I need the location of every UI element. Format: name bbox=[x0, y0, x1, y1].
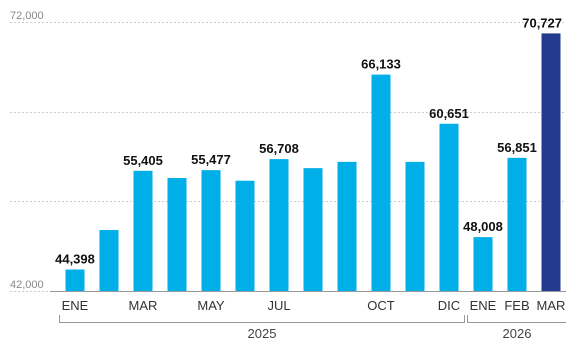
bar bbox=[269, 159, 289, 291]
x-tick-label: MAR bbox=[129, 298, 158, 313]
x-tick-label: MAR bbox=[537, 298, 566, 313]
year-bracket bbox=[59, 315, 465, 323]
bar bbox=[439, 123, 459, 292]
bar bbox=[337, 161, 357, 291]
bar bbox=[507, 157, 527, 291]
bar bbox=[65, 269, 85, 291]
x-tick-label: OCT bbox=[367, 298, 395, 313]
bars bbox=[65, 33, 561, 292]
bar bbox=[303, 168, 323, 291]
year-bracket bbox=[467, 315, 566, 323]
y-axis: 42,000 72,000 bbox=[10, 10, 44, 291]
data-label: 70,727 bbox=[522, 15, 562, 30]
x-tick-label: JUL bbox=[267, 298, 290, 313]
bar bbox=[541, 33, 561, 292]
data-label: 48,008 bbox=[463, 219, 503, 234]
bar bbox=[473, 237, 493, 291]
data-label: 60,651 bbox=[429, 106, 469, 121]
bar bbox=[167, 178, 187, 291]
x-tick-label: ENE bbox=[470, 298, 497, 313]
x-tick-label: FEB bbox=[504, 298, 529, 313]
y-tick-label: 42,000 bbox=[10, 279, 44, 291]
data-label: 55,405 bbox=[123, 153, 163, 168]
data-label: 66,133 bbox=[361, 57, 401, 72]
data-label: 56,708 bbox=[259, 141, 299, 156]
bar bbox=[235, 180, 255, 291]
data-label: 55,477 bbox=[191, 152, 231, 167]
x-tick-label: ENE bbox=[62, 298, 89, 313]
bar bbox=[201, 170, 221, 291]
x-axis: ENE MAR MAY JUL OCT DIC ENE FEB MAR bbox=[50, 291, 566, 313]
data-label: 44,398 bbox=[55, 251, 95, 266]
year-groups: 2025 2026 bbox=[59, 315, 566, 341]
bar bbox=[405, 161, 425, 291]
y-tick-label: 72,000 bbox=[10, 10, 44, 22]
x-tick-label: MAY bbox=[197, 298, 225, 313]
bar bbox=[133, 170, 153, 291]
data-labels: 44,398 55,405 55,477 56,708 66,133 60,651 48,0… bbox=[55, 15, 562, 266]
year-label: 2025 bbox=[248, 326, 277, 341]
bar bbox=[99, 230, 119, 291]
year-label: 2026 bbox=[503, 326, 532, 341]
bar bbox=[371, 74, 391, 292]
x-tick-label: DIC bbox=[438, 298, 460, 313]
data-label: 56,851 bbox=[497, 140, 537, 155]
